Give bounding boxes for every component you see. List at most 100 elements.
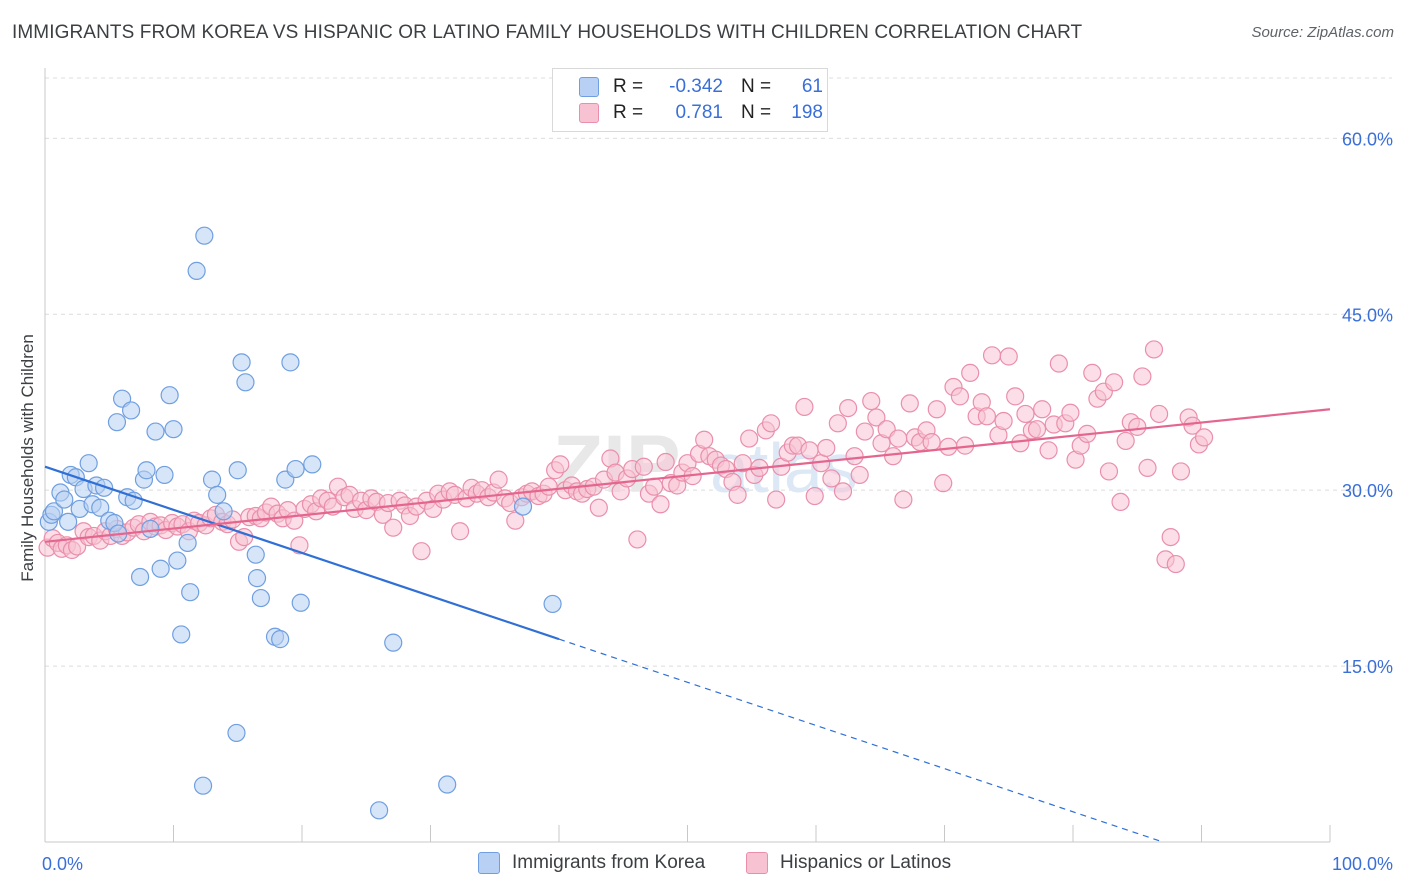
korea-point [202,470,222,489]
korea-points [39,226,562,820]
hispanic-point [833,482,853,501]
hispanic-point [539,477,558,496]
korea-point [146,422,165,441]
series-swatch-korea [478,852,500,874]
hispanic-point [805,486,824,506]
y-tick-label: 30.0% [1342,481,1393,501]
korea-point [543,594,562,614]
hispanic-point [934,474,953,493]
hispanic-point [822,469,841,488]
legend-row-korea: R = -0.342 N = 61 [579,75,823,99]
hispanic-point [1128,417,1147,436]
legend-n-value: 61 [801,76,823,97]
korea-point [181,583,200,602]
korea-trend-extension [558,638,1164,843]
korea-point [155,465,174,485]
hispanic-point [1133,367,1152,386]
hispanic-point [961,363,980,383]
hispanic-point [795,397,814,417]
korea-point [168,551,187,570]
korea-point [107,413,127,432]
korea-point [232,353,251,372]
series-legend-korea: Immigrants from Korea [478,852,705,874]
korea-point [91,498,110,517]
hispanic-point [1016,404,1035,424]
hispanic-point [922,433,941,452]
hispanic-point [1138,458,1157,477]
korea-point [195,226,214,245]
y-axis-label: Family Households with Children [18,334,37,582]
hispanic-point [1006,387,1025,406]
hispanic-point [817,438,836,458]
korea-point [251,588,270,608]
hispanic-point [900,394,919,413]
hispanic-point [740,429,759,448]
hispanic-point [1027,420,1047,439]
y-tick-label: 15.0% [1342,657,1393,677]
hispanic-point [489,470,508,489]
hispanic-point [982,346,1002,365]
korea-point [271,630,290,649]
korea-point [214,502,233,521]
legend-n-value: 198 [791,102,823,123]
y-tick-label: 45.0% [1342,305,1393,325]
hispanic-point [855,422,874,441]
hispanic-point [1011,434,1030,453]
stats-legend: R = -0.342 N = 61 R = 0.781 N = 198 [552,68,828,132]
hispanic-point [1166,554,1185,574]
hispanic-point [1099,462,1119,481]
korea-point [172,625,191,644]
grid-layer [45,77,1392,667]
hispanic-point [767,490,786,509]
hispanic-point [450,522,470,541]
hispanic-trend-line [44,408,1331,543]
legend-n-label: N = [741,76,772,97]
korea-point [281,353,300,372]
hispanic-point [656,452,675,472]
hispanic-point [883,447,903,466]
legend-swatch-korea [579,77,599,97]
legend-r-label: R = [613,76,644,97]
hispanic-point [894,490,913,509]
hispanic-point [1144,340,1164,359]
hispanic-point [939,437,958,456]
korea-point [124,491,143,510]
hispanic-point [728,485,747,504]
hispanic-point [1149,404,1169,424]
x-tick-label: 0.0% [42,854,83,874]
series-label-korea: Immigrants from Korea [512,852,706,873]
hispanic-point [1116,431,1135,451]
hispanic-point [845,447,864,466]
hispanic-point [828,414,847,433]
hispanic-point [1105,373,1124,392]
hispanic-point [733,454,752,473]
hispanic-point [889,429,908,448]
hispanic-point [867,408,886,427]
legend-r-label: R = [613,102,644,123]
chart-title: IMMIGRANTS FROM KOREA VS HISPANIC OR LAT… [12,22,1083,43]
hispanic-point [850,465,869,485]
hispanic-point [994,411,1013,431]
legend-swatch-hispanic [579,103,599,123]
korea-point [438,775,457,794]
hispanic-point [1061,403,1080,422]
korea-point [193,776,213,795]
hispanic-point [761,414,781,433]
hispanic-point [1161,527,1180,547]
hispanic-point [384,518,403,537]
hispanic-point [412,542,431,561]
korea-point [137,461,156,480]
legend-r-value: 0.781 [675,102,723,123]
korea-point [95,478,114,497]
axis-layer [44,68,1331,843]
hispanic-point [634,457,653,476]
korea-point [247,569,267,588]
x-tick-label: 100.0% [1332,854,1393,874]
korea-point [227,723,246,743]
korea-point [55,490,74,509]
legend-row-hispanic: R = 0.781 N = 198 [579,101,823,125]
korea-point [303,455,322,474]
hispanic-point [927,400,946,419]
korea-point [384,633,403,652]
